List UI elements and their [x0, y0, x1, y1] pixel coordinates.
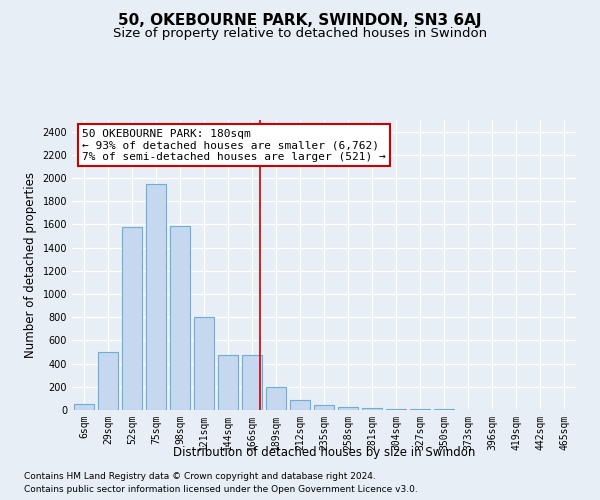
Bar: [290, 400, 310, 410]
Bar: [386, 409, 406, 410]
Text: 50, OKEBOURNE PARK, SWINDON, SN3 6AJ: 50, OKEBOURNE PARK, SWINDON, SN3 6AJ: [118, 12, 482, 28]
Text: Contains HM Land Registry data © Crown copyright and database right 2024.: Contains HM Land Registry data © Crown c…: [24, 472, 376, 481]
Bar: [218, 356, 238, 410]
Bar: [74, 404, 94, 410]
Text: Contains public sector information licensed under the Open Government Licence v3: Contains public sector information licen…: [24, 485, 418, 494]
Bar: [362, 408, 382, 410]
Bar: [170, 226, 190, 410]
Text: 50 OKEBOURNE PARK: 180sqm
← 93% of detached houses are smaller (6,762)
7% of sem: 50 OKEBOURNE PARK: 180sqm ← 93% of detac…: [82, 128, 386, 162]
Bar: [98, 352, 118, 410]
Text: Distribution of detached houses by size in Swindon: Distribution of detached houses by size …: [173, 446, 475, 459]
Y-axis label: Number of detached properties: Number of detached properties: [24, 172, 37, 358]
Bar: [338, 406, 358, 410]
Bar: [194, 317, 214, 410]
Bar: [122, 226, 142, 410]
Bar: [146, 184, 166, 410]
Bar: [242, 356, 262, 410]
Bar: [314, 406, 334, 410]
Text: Size of property relative to detached houses in Swindon: Size of property relative to detached ho…: [113, 28, 487, 40]
Bar: [266, 387, 286, 410]
